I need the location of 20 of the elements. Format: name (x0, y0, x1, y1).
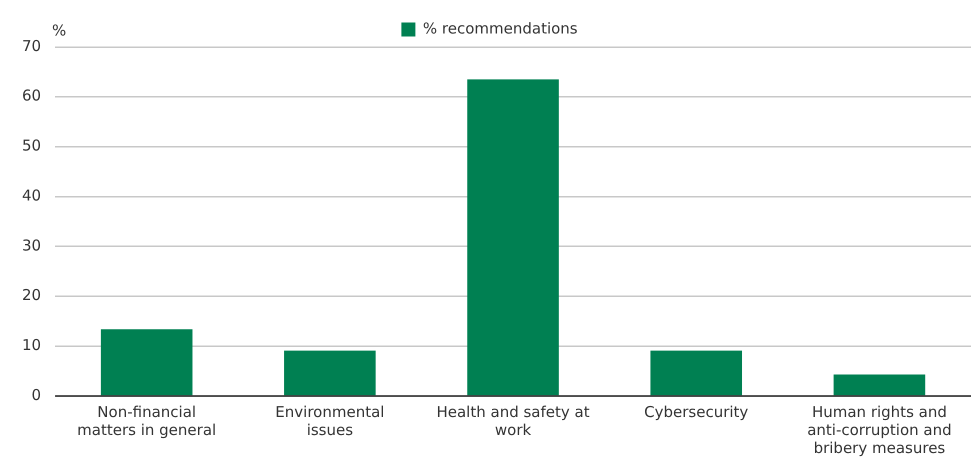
y-axis-title: % (52, 21, 66, 40)
bar (834, 374, 926, 396)
x-tick-label: Non-financial matters in general (77, 402, 216, 439)
bar (284, 350, 376, 396)
y-tick-label: 40 (22, 186, 42, 204)
legend-label: % recommendations (422, 19, 578, 38)
x-tick-label: Human rights and anti-corruption and bribery measures (807, 402, 952, 457)
bar (650, 350, 742, 396)
x-tick-label: Health and safety at work (436, 402, 590, 439)
y-tick-label: 60 (22, 86, 42, 105)
y-tick-label: 70 (22, 36, 42, 55)
y-tick-label: 0 (32, 386, 42, 404)
bar (467, 79, 559, 396)
y-tick-label: 10 (22, 336, 42, 354)
y-tick-label: 20 (22, 286, 42, 304)
y-tick-label: 50 (22, 136, 42, 155)
y-tick-label: 30 (22, 236, 42, 254)
x-tick-label: Cybersecurity (644, 402, 748, 421)
bar (100, 329, 192, 396)
x-tick-label: Environmental issues (275, 402, 384, 439)
